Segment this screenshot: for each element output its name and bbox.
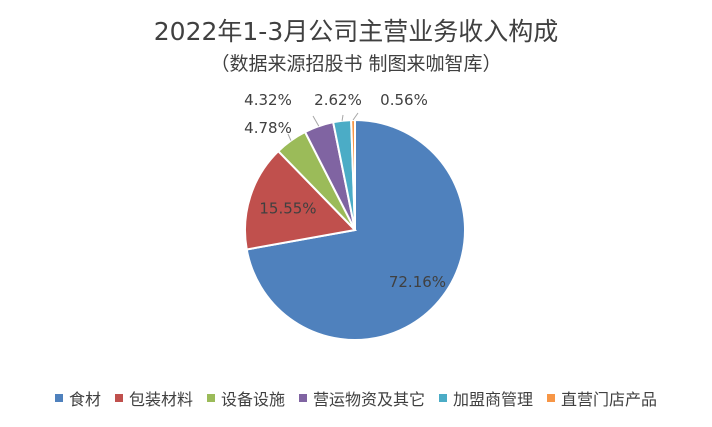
legend-label-3: 营运物资及其它: [313, 390, 426, 409]
slice-label-1: 15.55%: [259, 199, 316, 217]
legend-item-2: 设备设施: [206, 386, 285, 410]
legend-item-1: 包装材料: [114, 386, 193, 410]
legend-label-5: 直营门店产品: [561, 390, 658, 409]
legend-swatch-5: [547, 394, 556, 402]
chart-legend: 食材 包装材料 设备设施 营运物资及其它 加盟商管理 直营门店产品: [0, 386, 712, 410]
legend-item-0: 食材: [54, 386, 101, 410]
legend-label-4: 加盟商管理: [453, 390, 534, 409]
legend-item-4: 加盟商管理: [439, 386, 533, 410]
legend-swatch-4: [439, 394, 448, 402]
slice-label-0: 72.16%: [389, 273, 446, 291]
leader-line-3: [312, 115, 320, 127]
legend-swatch-2: [206, 394, 215, 402]
legend-swatch-1: [114, 394, 123, 402]
slice-label-5: 0.56%: [380, 91, 428, 109]
pie-slice-1: [244, 149, 358, 251]
leader-line-5: [352, 112, 359, 121]
legend-swatch-0: [54, 394, 63, 402]
slice-label-4: 2.62%: [314, 91, 362, 109]
chart-subtitle: （数据来源招股书 制图来咖智库）: [210, 53, 502, 75]
leader-line-4: [341, 114, 344, 121]
legend-label-1: 包装材料: [128, 390, 193, 409]
legend-label-0: 食材: [68, 390, 101, 409]
legend-label-2: 设备设施: [220, 390, 285, 409]
slice-label-3: 4.32%: [244, 91, 292, 109]
legend-item-5: 直营门店产品: [547, 386, 657, 410]
chart-title: 2022年1-3月公司主营业务收入构成: [153, 17, 559, 46]
slice-label-2: 4.78%: [244, 119, 292, 137]
legend-item-3: 营运物资及其它: [299, 386, 425, 410]
legend-swatch-3: [299, 394, 307, 402]
leader-line-2: [287, 133, 292, 141]
